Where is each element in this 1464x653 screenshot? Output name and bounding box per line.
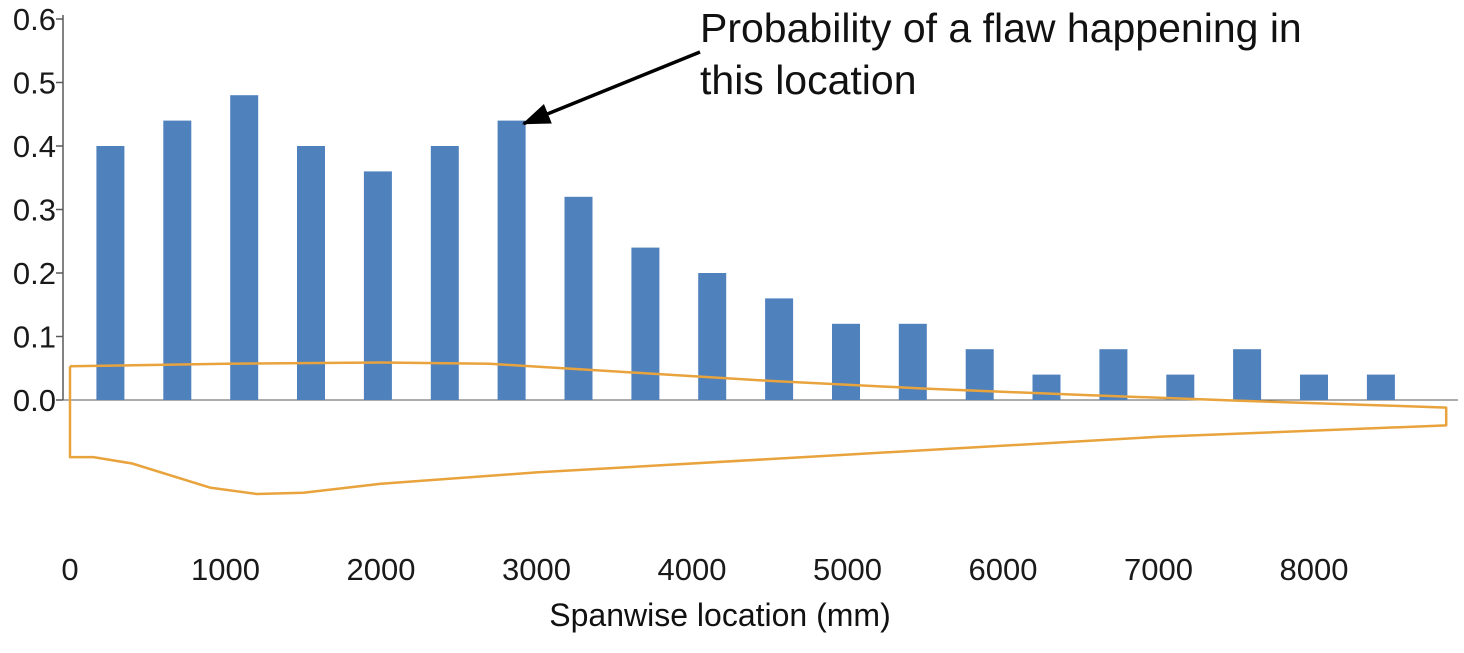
bar (1166, 374, 1195, 400)
blade-outline (68, 361, 1448, 496)
y-tick-label: 0.6 (13, 2, 56, 37)
bar (1032, 374, 1061, 400)
x-axis-title: Spanwise location (mm) (549, 597, 891, 633)
bar (698, 273, 727, 400)
x-tick-label: 6000 (969, 552, 1038, 587)
bars-group (96, 95, 1395, 400)
bar (430, 146, 459, 400)
x-tick-label: 2000 (347, 552, 416, 587)
y-tick-label: 0.0 (13, 383, 56, 418)
bar (1233, 349, 1262, 400)
bar (497, 120, 526, 400)
bar (297, 146, 325, 400)
bar (564, 196, 593, 400)
y-tick-label: 0.4 (13, 129, 56, 164)
y-tick-label: 0.1 (13, 320, 56, 355)
bar (765, 298, 794, 400)
bar (1366, 374, 1395, 400)
x-tick-label: 1000 (191, 552, 260, 587)
x-tick-label: 0 (61, 552, 78, 587)
bar (1300, 374, 1328, 400)
bar (96, 146, 125, 400)
annotation-text-line1: Probability of a flaw happening in (700, 5, 1302, 51)
bar (163, 120, 192, 400)
y-tick-label: 0.5 (13, 66, 56, 101)
x-tick-label: 3000 (502, 552, 571, 587)
x-tick-label: 5000 (813, 552, 882, 587)
annotation: Probability of a flaw happening in this … (700, 2, 1302, 106)
x-tick-label: 7000 (1124, 552, 1193, 587)
y-tick-label: 0.2 (13, 256, 56, 291)
bar (832, 323, 860, 400)
annotation-arrow (521, 50, 701, 126)
y-tick-label: 0.3 (13, 193, 56, 228)
x-tick-label: 8000 (1280, 552, 1349, 587)
annotation-text-line2: this location (700, 57, 917, 103)
bar (363, 171, 392, 400)
bar (230, 95, 259, 400)
bar (1099, 349, 1128, 400)
x-tick-label: 4000 (658, 552, 727, 587)
bar (631, 247, 660, 400)
